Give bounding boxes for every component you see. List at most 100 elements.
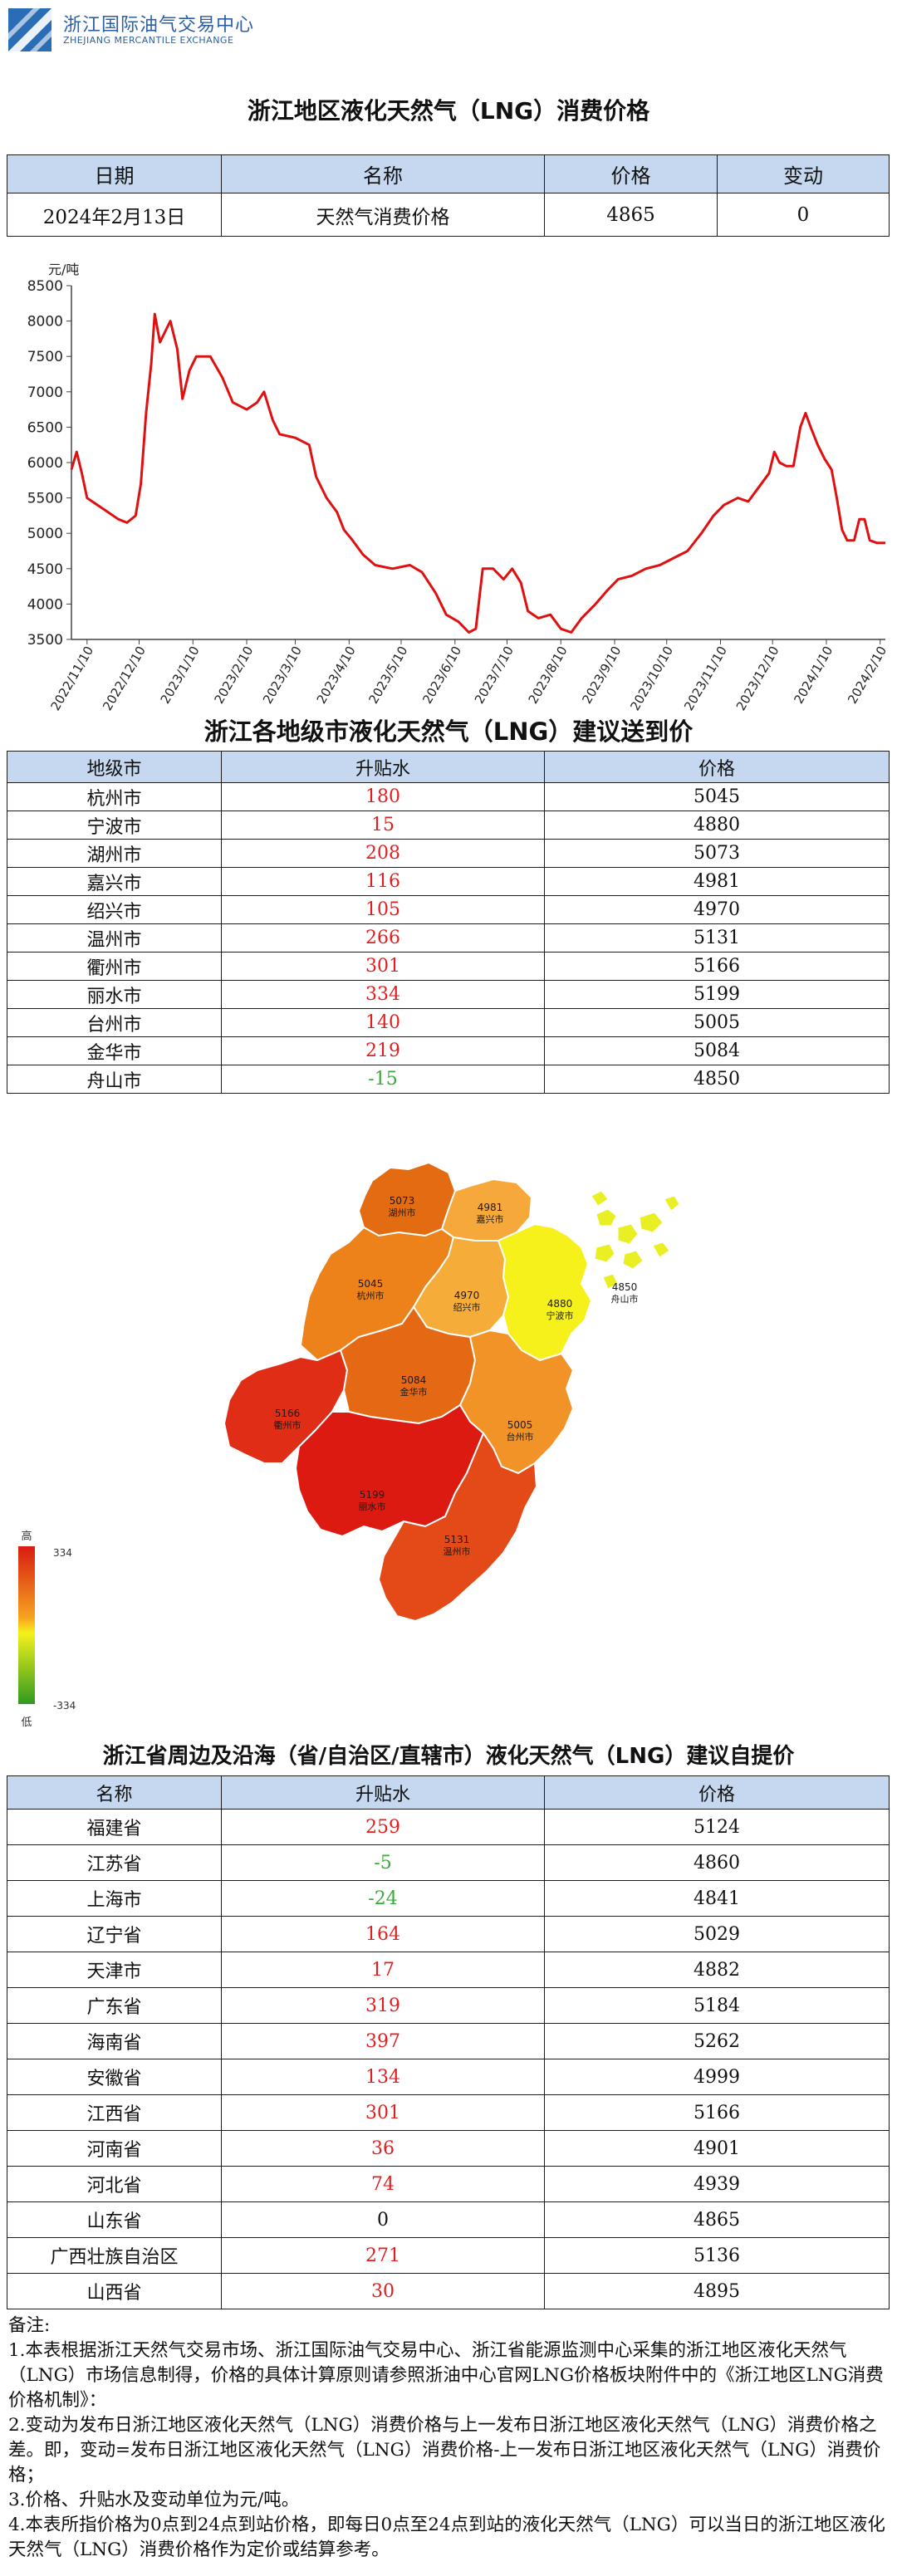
- x-tick-label: 2024/2/10: [845, 644, 890, 707]
- price-cell: 4939: [544, 2166, 890, 2202]
- table-row: 丽水市 334 5199: [7, 980, 890, 1009]
- premium-cell: -24: [221, 1880, 545, 1917]
- name-cell: 江西省: [7, 2094, 222, 2131]
- note-item-1: 1.本表根据浙江天然气交易市场、浙江国际油气交易中心、浙江省能源监测中心采集的浙…: [8, 2340, 884, 2411]
- y-tick-label: 4500: [27, 561, 63, 578]
- price-cell: 5184: [544, 1987, 890, 2024]
- note-item-3: 3.价格、升贴水及变动单位为元/吨。: [8, 2490, 300, 2510]
- column-header-city: 地级市: [7, 751, 222, 783]
- x-tick-label: 2023/8/10: [526, 644, 571, 707]
- column-header-date: 日期: [7, 154, 222, 193]
- table-header-row: 地级市 升贴水 价格: [7, 751, 890, 783]
- map-labels: 5073 湖州市 4981 嘉兴市 5045 杭州市 4970 绍兴市 4880…: [274, 1195, 639, 1557]
- premium-cell: 319: [221, 1987, 545, 2024]
- note-item-4: 4.本表所指价格为0点到24点到站价格，即每日0点至24点到站的液化天然气（LN…: [8, 2515, 885, 2560]
- map-region-zhoushan: [591, 1190, 680, 1290]
- name-cell: 河南省: [7, 2130, 222, 2167]
- x-tick-label: 2023/1/10: [158, 644, 203, 707]
- province-price-table: 名称 升贴水 价格 福建省 259 5124 江苏省 -5 4860 上海市 -24 4841 辽…: [7, 1775, 890, 2309]
- price-cell: 5005: [544, 1008, 890, 1037]
- table-row: 山东省 0 4865: [7, 2201, 890, 2238]
- price-cell: 4999: [544, 2059, 890, 2095]
- table-row: 广西壮族自治区 271 5136: [7, 2237, 890, 2274]
- table-row: 嘉兴市 116 4981: [7, 867, 890, 896]
- notes-section: 备注: 1.本表根据浙江天然气交易市场、浙江国际油气交易中心、浙江省能源监测中心…: [8, 2314, 887, 2563]
- premium-cell: 74: [221, 2166, 545, 2202]
- table-row: 天津市 17 4882: [7, 1952, 890, 1988]
- table-row: 衢州市 301 5166: [7, 952, 890, 981]
- table-row: 杭州市 180 5045: [7, 782, 890, 811]
- premium-cell: 105: [221, 895, 545, 924]
- map-city-jiaxing: 嘉兴市: [477, 1213, 504, 1225]
- table-row: 山西省 30 4895: [7, 2273, 890, 2309]
- price-cell: 4860: [544, 1844, 890, 1881]
- name-cell: 绍兴市: [7, 895, 222, 924]
- column-header-price: 价格: [544, 751, 890, 783]
- y-tick-label: 7000: [27, 384, 63, 401]
- x-tick-label: 2023/12/10: [733, 644, 782, 713]
- price-cell: 5131: [544, 923, 890, 953]
- name-cell: 嘉兴市: [7, 867, 222, 896]
- premium-cell: 140: [221, 1008, 545, 1037]
- table-header-row: 日期 名称 价格 变动: [7, 154, 890, 193]
- table-row: 福建省 259 5124: [7, 1809, 890, 1845]
- table-row: 辽宁省 164 5029: [7, 1916, 890, 1952]
- name-cell: 温州市: [7, 923, 222, 953]
- column-header-price: 价格: [544, 154, 718, 193]
- map-price-shaoxing: 4970: [454, 1290, 480, 1301]
- price-cell: 5045: [544, 782, 890, 811]
- price-cell: 5199: [544, 980, 890, 1009]
- map-city-lishui: 丽水市: [359, 1501, 386, 1512]
- consumption-price-title: 浙江地区液化天然气（LNG）消费价格: [247, 97, 650, 125]
- exchange-logo-icon: [8, 8, 51, 51]
- name-cell: 江苏省: [7, 1844, 222, 1881]
- map-price-ningbo: 4880: [547, 1298, 573, 1310]
- name-cell: 天津市: [7, 1952, 222, 1988]
- map-city-wenzhou: 温州市: [444, 1545, 471, 1557]
- map-city-zhoushan: 舟山市: [611, 1293, 639, 1305]
- map-region-wenzhou: [377, 1431, 538, 1623]
- price-cell: 4880: [544, 811, 890, 840]
- name-cell: 湖州市: [7, 839, 222, 868]
- name-cell: 海南省: [7, 2023, 222, 2059]
- x-tick-label: 2023/2/10: [211, 644, 256, 707]
- y-tick-label: 7500: [27, 349, 63, 365]
- premium-cell: 301: [221, 2094, 545, 2131]
- price-cell: 4865: [544, 193, 718, 237]
- x-tick-label: 2023/6/10: [419, 644, 464, 707]
- price-cell: 4981: [544, 867, 890, 896]
- table-row: 上海市 -24 4841: [7, 1880, 890, 1917]
- city-price-title: 浙江各地级市液化天然气（LNG）建议送到价: [203, 717, 694, 746]
- price-cell: 4841: [544, 1880, 890, 1917]
- x-tick-label: 2022/11/10: [47, 644, 96, 713]
- premium-cell: -15: [221, 1065, 545, 1094]
- y-tick-label: 5500: [27, 491, 63, 507]
- table-row: 舟山市 -15 4850: [7, 1065, 890, 1094]
- legend-min-value: -334: [53, 1700, 76, 1712]
- legend-low-label: 低: [21, 1717, 32, 1729]
- province-price-title: 浙江省周边及沿海（省/自治区/直辖市）液化天然气（LNG）建议自提价: [102, 1744, 795, 1769]
- consumption-price-table: 日期 名称 价格 变动 2024年2月13日 天然气消费价格 4865 0: [7, 154, 890, 237]
- map-city-jinhua: 金华市: [400, 1386, 428, 1398]
- price-series-line: [70, 312, 885, 634]
- price-cell: 5029: [544, 1916, 890, 1952]
- premium-cell: 30: [221, 2273, 545, 2309]
- map-price-jinhua: 5084: [401, 1374, 427, 1386]
- map-region-ningbo: [497, 1222, 593, 1362]
- premium-cell: 116: [221, 867, 545, 896]
- table-row: 2024年2月13日 天然气消费价格 4865 0: [7, 193, 890, 237]
- column-header-price: 价格: [544, 1775, 890, 1810]
- x-tick-label: 2023/7/10: [472, 644, 517, 707]
- premium-cell: 17: [221, 1952, 545, 1988]
- name-cell: 天然气消费价格: [221, 193, 545, 237]
- premium-cell: 259: [221, 1809, 545, 1845]
- map-price-hangzhou: 5045: [358, 1278, 384, 1290]
- table-row: 广东省 319 5184: [7, 1987, 890, 2024]
- change-cell: 0: [717, 193, 890, 237]
- column-header-name: 名称: [7, 1775, 222, 1810]
- name-cell: 上海市: [7, 1880, 222, 1917]
- column-header-name: 名称: [221, 154, 545, 193]
- table-row: 金华市 219 5084: [7, 1036, 890, 1065]
- premium-cell: 164: [221, 1916, 545, 1952]
- map-price-wenzhou: 5131: [444, 1534, 470, 1545]
